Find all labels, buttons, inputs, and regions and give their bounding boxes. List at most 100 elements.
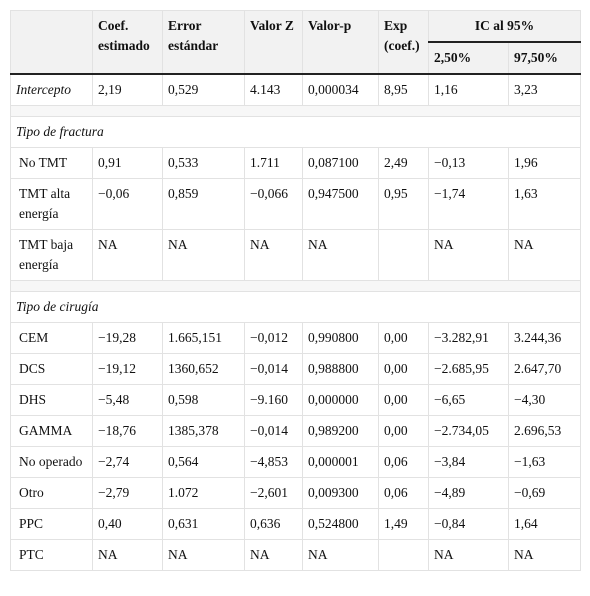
cell: 1385,378: [162, 415, 245, 447]
cell: −2.734,05: [428, 415, 509, 447]
cell: NA: [302, 539, 379, 571]
cell: −0,13: [428, 147, 509, 179]
cell: −2,74: [92, 446, 163, 478]
spacer-row: [9, 280, 582, 292]
spacer-cell: [9, 280, 582, 292]
row-label: Intercepto: [10, 73, 93, 106]
cell: 1,49: [378, 508, 429, 540]
cell: 2,19: [92, 73, 163, 106]
cell: NA: [162, 229, 245, 281]
cell: −4,89: [428, 477, 509, 509]
cell: 8,95: [378, 73, 429, 106]
cell: 0,00: [378, 322, 429, 354]
cell: NA: [507, 539, 582, 571]
table-body: Intercepto 2,19 0,529 4.143 0,000034 8,95 1,16…: [9, 73, 582, 571]
data-row: DHS −5,48 0,598 −9.160 0,000000 0,00 −6,65 −4,3…: [10, 384, 582, 416]
cell: 0,988800: [302, 353, 379, 385]
data-row: No TMT 0,91 0,533 1.711 0,087100 2,49 −0,13 1,9…: [10, 147, 582, 179]
cell: NA: [428, 539, 509, 571]
section-row: Tipo de fractura: [9, 116, 582, 148]
data-row: GAMMA −18,76 1385,378 −0,014 0,989200 0,00 −2.…: [10, 415, 582, 447]
cell: −0,06: [92, 178, 163, 230]
data-row: TMT alta energía −0,06 0,859 −0,066 0,947500…: [10, 178, 582, 230]
cell: 0,00: [378, 353, 429, 385]
row-label: TMT baja energía: [10, 229, 93, 281]
row-label: CEM: [10, 322, 93, 354]
cell: −5,48: [92, 384, 163, 416]
cell: 0,00: [378, 415, 429, 447]
cell: 1,63: [507, 178, 582, 230]
cell: 0,40: [92, 508, 163, 540]
row-label: PPC: [10, 508, 93, 540]
row-label: PTC: [10, 539, 93, 571]
cell: 2.647,70: [507, 353, 582, 385]
table-header: Coef. estimado Error estándar Valor Z Valor…: [10, 10, 582, 75]
cell: −2,79: [92, 477, 163, 509]
header-row: 2,50% 97,50%: [11, 41, 582, 75]
data-row: Otro −2,79 1.072 −2,601 0,009300 0,06 −4,89 −0,…: [10, 477, 582, 509]
data-row: PPC 0,40 0,631 0,636 0,524800 1,49 −0,84 1,64: [10, 508, 582, 540]
column-header: Valor Z: [244, 10, 303, 75]
cell: 0,000001: [302, 446, 379, 478]
column-header: Valor-p: [302, 10, 379, 75]
empty-cell: [378, 539, 429, 571]
cell: 2,49: [378, 147, 429, 179]
cell: 0,989200: [302, 415, 379, 447]
column-header: Coef. estimado: [92, 10, 163, 75]
cell: 0,947500: [302, 178, 379, 230]
cell: NA: [244, 539, 303, 571]
cell: 0,06: [378, 446, 429, 478]
cell: 0,598: [162, 384, 245, 416]
data-row: TMT baja energía NA NA NA NA NA NA: [10, 229, 582, 281]
cell: NA: [92, 229, 163, 281]
row-label: TMT alta energía: [10, 178, 93, 230]
header-cell: [10, 10, 93, 75]
cell: −1,74: [428, 178, 509, 230]
cell: NA: [162, 539, 245, 571]
cell: 0,636: [244, 508, 303, 540]
cell: 1,16: [428, 73, 509, 106]
results-table: Coef. estimado Error estándar Valor Z Valor…: [9, 10, 582, 571]
cell: −19,12: [92, 353, 163, 385]
cell: 1.711: [244, 147, 303, 179]
cell: NA: [244, 229, 303, 281]
cell: 1.072: [162, 477, 245, 509]
cell: −3,84: [428, 446, 509, 478]
column-group-header: IC al 95%: [427, 10, 582, 43]
cell: 0,91: [92, 147, 163, 179]
cell: −19,28: [92, 322, 163, 354]
cell: 0,524800: [302, 508, 379, 540]
cell: 1360,652: [162, 353, 245, 385]
row-label: No TMT: [10, 147, 93, 179]
cell: 0,000000: [302, 384, 379, 416]
column-header: 2,50%: [428, 41, 509, 75]
cell: 0,00: [378, 384, 429, 416]
cell: −4,853: [244, 446, 303, 478]
cell: 0,631: [162, 508, 245, 540]
data-row: DCS −19,12 1360,652 −0,014 0,988800 0,00 −2.68…: [10, 353, 582, 385]
row-label: Otro: [10, 477, 93, 509]
cell: 0,859: [162, 178, 245, 230]
cell: −1,63: [507, 446, 582, 478]
cell: 1.665,151: [162, 322, 245, 354]
header-row: Coef. estimado Error estándar Valor Z Valor…: [10, 10, 582, 75]
cell: −4,30: [507, 384, 582, 416]
cell: 0,000034: [302, 73, 379, 106]
row-label: DHS: [10, 384, 93, 416]
cell: NA: [507, 229, 582, 281]
cell: 0,529: [162, 73, 245, 106]
cell: 0,95: [378, 178, 429, 230]
cell: 1,96: [507, 147, 582, 179]
cell: −0,69: [507, 477, 582, 509]
data-row: CEM −19,28 1.665,151 −0,012 0,990800 0,00 −3.2…: [10, 322, 582, 354]
data-row: Intercepto 2,19 0,529 4.143 0,000034 8,95 1,16…: [10, 73, 582, 106]
cell: 0,533: [162, 147, 245, 179]
cell: 0,564: [162, 446, 245, 478]
cell: 3,23: [507, 73, 582, 106]
cell: 0,009300: [302, 477, 379, 509]
cell: NA: [428, 229, 509, 281]
cell: 0,06: [378, 477, 429, 509]
cell: −3.282,91: [428, 322, 509, 354]
cell: −0,014: [244, 353, 303, 385]
